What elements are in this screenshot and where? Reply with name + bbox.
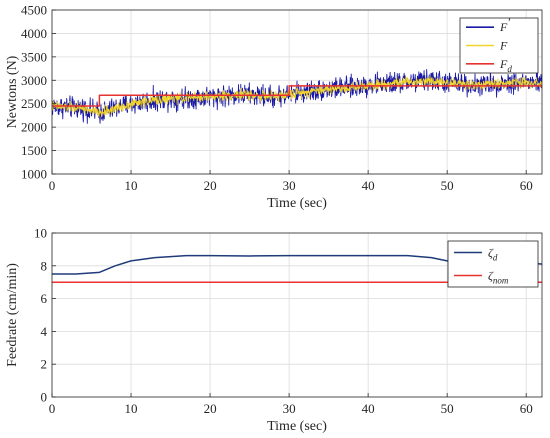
force-chart-panel: 0 10 20 30 40 50 60 1000 1500 2000 2500 3000 3500 400… xyxy=(5,3,543,211)
legend-label-0: ζd xyxy=(488,246,498,263)
y-tick-label: 4500 xyxy=(21,3,47,18)
x-axis-label: Time (sec) xyxy=(267,196,327,211)
series-line-0 xyxy=(52,69,542,124)
x-tick-label: 50 xyxy=(441,178,454,193)
axes-frame xyxy=(51,9,543,175)
legend-label-sup: ' xyxy=(507,15,510,29)
y-tick-label: 0 xyxy=(41,390,48,405)
y-tick-label: 4 xyxy=(41,324,48,339)
y-tick-label: 2500 xyxy=(21,96,47,111)
y-tick-label: 4000 xyxy=(21,26,47,41)
y-tick-label: 2 xyxy=(41,357,48,372)
legend-label-main: ζ xyxy=(488,246,494,260)
legend-label-main: F xyxy=(499,20,508,34)
y-tick-label: 6 xyxy=(41,291,48,306)
legend-label-main: F xyxy=(499,39,508,53)
axes-frame xyxy=(51,232,543,398)
legend-label-2: Fd xyxy=(499,57,512,74)
y-tick-label: 3500 xyxy=(21,49,47,64)
y-tick-label: 2000 xyxy=(21,120,47,135)
y-axis-label: Feedrate (cm/min) xyxy=(5,263,20,367)
legend-label-sub: d xyxy=(507,64,512,74)
series-line-2 xyxy=(52,85,542,107)
legend: F'FFd xyxy=(459,15,539,74)
x-tick-label: 0 xyxy=(49,178,56,193)
legend-box xyxy=(447,240,539,288)
series-group xyxy=(52,69,542,124)
x-tick-label: 40 xyxy=(362,401,375,416)
x-tick-label: 60 xyxy=(520,401,533,416)
x-axis-label: Time (sec) xyxy=(267,419,327,434)
y-tick-label: 8 xyxy=(41,258,48,273)
y-tick-label: 10 xyxy=(34,226,47,241)
x-tick-label: 20 xyxy=(204,178,217,193)
legend-label-sub: d xyxy=(493,253,498,263)
x-tick-label: 10 xyxy=(125,178,138,193)
legend-label-main: F xyxy=(499,57,508,71)
legend-label-1: ζnom xyxy=(488,269,509,286)
legend-label-1: F xyxy=(499,39,508,53)
x-tick-label: 20 xyxy=(204,401,217,416)
legend-label-0: F' xyxy=(499,15,510,34)
x-tick-label: 60 xyxy=(520,178,533,193)
y-tick-label: 3000 xyxy=(21,73,47,88)
series-line-1 xyxy=(52,75,542,118)
x-tick-label: 0 xyxy=(49,401,56,416)
x-tick-label: 50 xyxy=(441,401,454,416)
x-tick-label: 10 xyxy=(125,401,138,416)
feedrate-chart-panel: 0 10 20 30 40 50 60 0 2 4 6 8 10 Time (sec) Feedrate (… xyxy=(5,226,543,434)
y-axis-label: Newtons (N) xyxy=(5,55,20,128)
x-tick-label: 30 xyxy=(283,401,296,416)
x-tick-label: 30 xyxy=(283,178,296,193)
y-tick-label: 1500 xyxy=(21,143,47,158)
x-tick-label: 40 xyxy=(362,178,375,193)
y-tick-label: 1000 xyxy=(21,167,47,182)
legend-label-sub: nom xyxy=(493,276,509,286)
legend-label-main: ζ xyxy=(488,269,494,283)
